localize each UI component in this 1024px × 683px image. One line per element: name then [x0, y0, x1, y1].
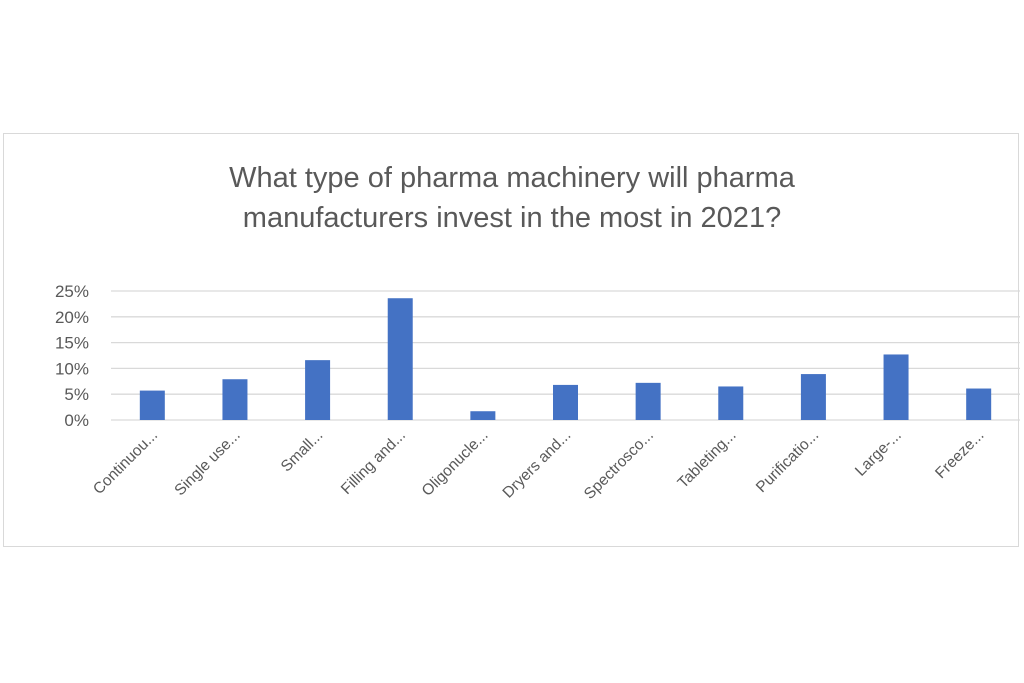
y-tick-label: 20% — [55, 308, 89, 327]
bar[interactable] — [222, 379, 248, 420]
y-tick-label: 10% — [55, 359, 89, 378]
bar[interactable] — [635, 382, 661, 420]
y-tick-label: 5% — [64, 385, 89, 404]
x-tick-label: Spectrosco... — [581, 427, 657, 503]
x-tick-label: Large-... — [852, 427, 905, 480]
x-tick-label: Continuou... — [90, 427, 161, 498]
bar[interactable] — [718, 386, 744, 420]
chart-title-line-1: What type of pharma machinery will pharm… — [229, 162, 795, 194]
x-tick-label: Dryers and... — [500, 427, 575, 502]
bar[interactable] — [800, 374, 826, 420]
bar[interactable] — [470, 411, 496, 420]
y-tick-label: 15% — [55, 334, 89, 353]
chart-title-line-2: manufacturers invest in the most in 2021… — [242, 202, 782, 234]
bar[interactable] — [883, 354, 909, 420]
x-tick-label: Single use... — [171, 427, 243, 499]
bar[interactable] — [966, 388, 992, 420]
chart-frame — [3, 133, 1019, 547]
bar[interactable] — [553, 384, 578, 420]
x-tick-label: Oligonucle... — [419, 427, 492, 500]
bar[interactable] — [387, 298, 413, 420]
y-tick-label: 25% — [55, 282, 89, 301]
chart-title: What type of pharma machinery will pharm… — [0, 158, 1024, 238]
bar[interactable] — [305, 360, 331, 420]
bar[interactable] — [139, 390, 165, 420]
x-tick-label: Small... — [278, 427, 327, 476]
x-tick-label: Freeze... — [932, 427, 987, 482]
x-tick-label: Tableting... — [675, 427, 740, 492]
x-tick-label: Filling and... — [338, 427, 409, 498]
y-tick-label: 0% — [64, 411, 89, 430]
x-tick-label: Purificatio... — [753, 427, 822, 496]
